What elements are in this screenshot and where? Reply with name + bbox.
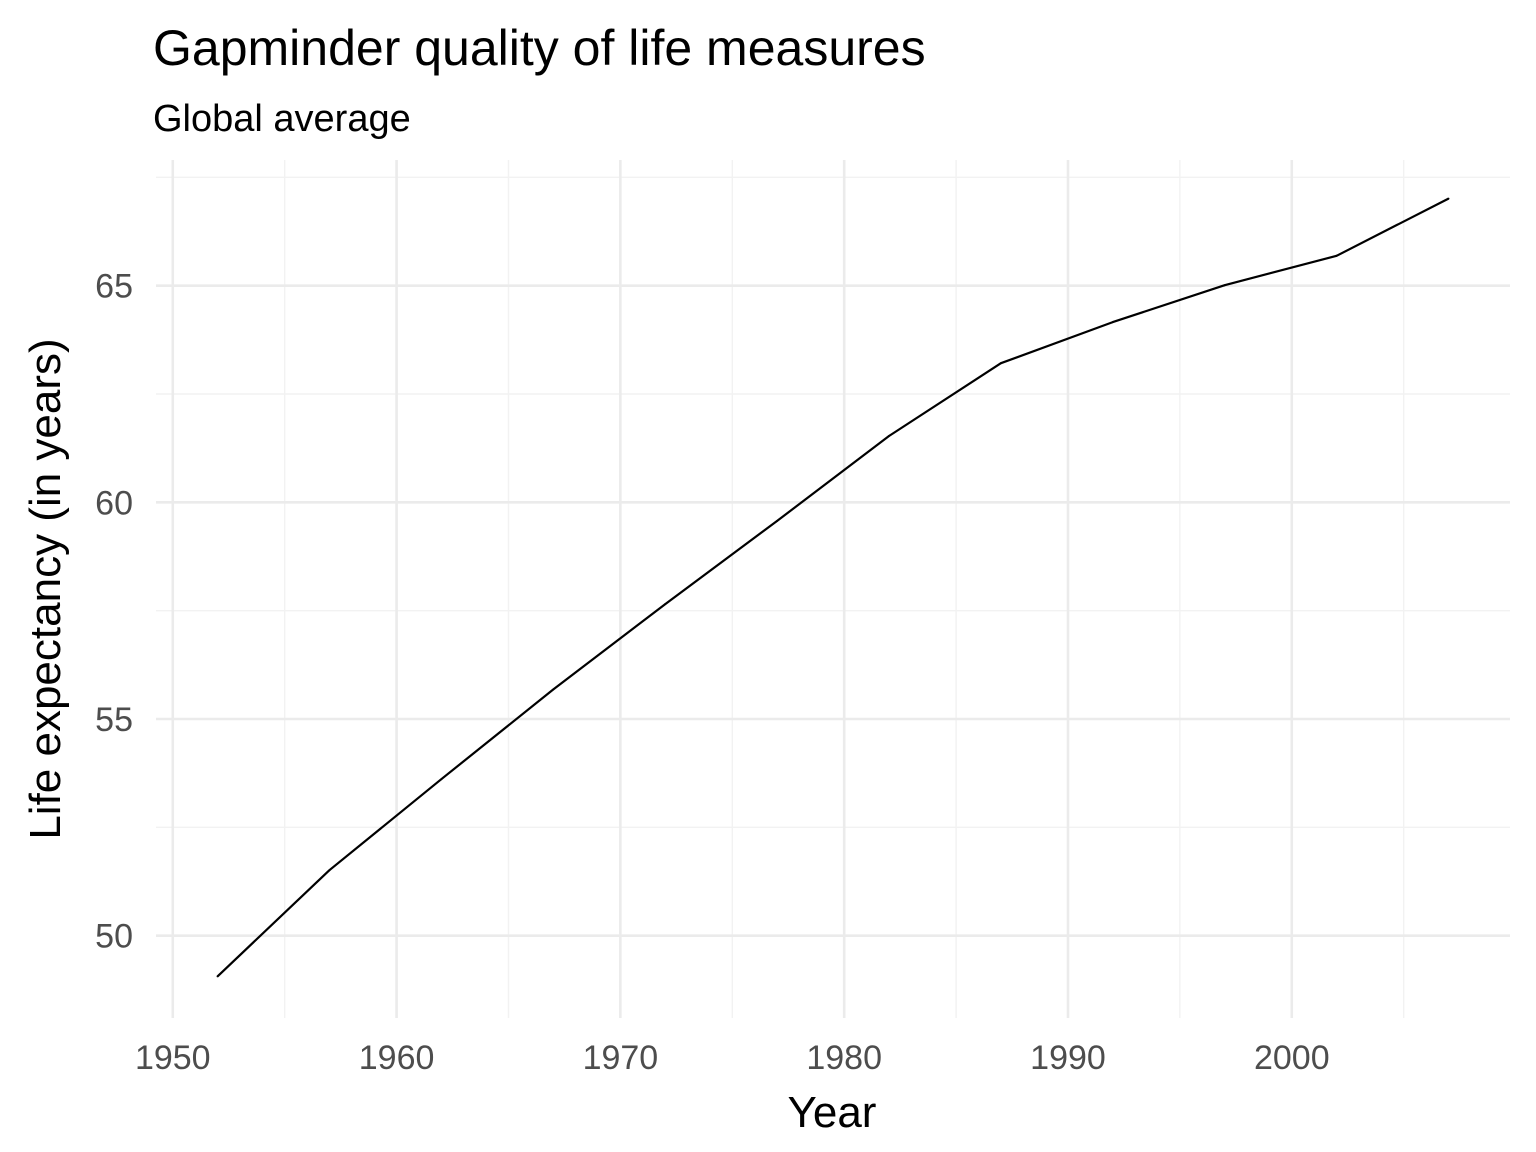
data-point <box>1447 197 1450 200</box>
chart-subtitle: Global average <box>153 98 411 140</box>
x-axis-tick-labels: 1950 1960 1970 1980 1990 2000 <box>135 1039 1330 1077</box>
data-point <box>887 435 890 438</box>
data-point <box>552 688 555 691</box>
data-point <box>776 519 779 522</box>
data-point <box>1111 321 1114 324</box>
y-tick-label: 55 <box>95 701 133 739</box>
major-gridlines <box>156 160 1510 1018</box>
data-point <box>216 975 219 978</box>
chart-title: Gapminder quality of life measures <box>153 20 926 76</box>
y-axis-title: Life expectancy (in years) <box>21 338 70 839</box>
series-layer <box>216 197 1450 978</box>
life-expectancy-line <box>216 197 1450 978</box>
y-tick-label: 50 <box>95 918 133 956</box>
x-axis-title: Year <box>788 1088 877 1137</box>
x-tick-label: 1990 <box>1030 1039 1106 1077</box>
data-point <box>999 362 1002 365</box>
data-point <box>664 603 667 606</box>
data-point <box>1335 254 1338 257</box>
y-axis-tick-labels: 50 55 60 65 <box>95 268 133 956</box>
x-tick-label: 1970 <box>583 1039 659 1077</box>
x-tick-label: 1960 <box>359 1039 435 1077</box>
minor-gridlines <box>156 160 1510 1018</box>
x-tick-label: 1950 <box>135 1039 211 1077</box>
x-tick-label: 1980 <box>806 1039 882 1077</box>
data-point <box>328 869 331 872</box>
x-tick-label: 2000 <box>1254 1039 1330 1077</box>
data-point <box>1223 284 1226 287</box>
y-tick-label: 60 <box>95 484 133 522</box>
data-point <box>440 778 443 781</box>
y-tick-label: 65 <box>95 268 133 306</box>
